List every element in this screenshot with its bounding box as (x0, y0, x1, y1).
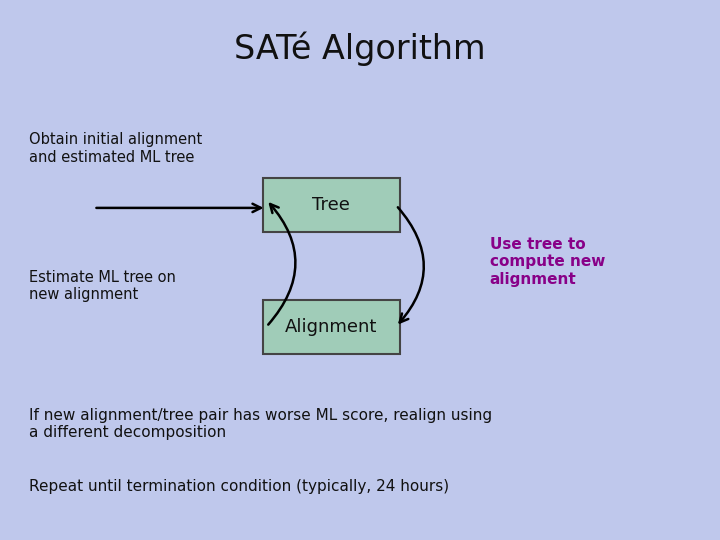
Text: Tree: Tree (312, 196, 350, 214)
FancyBboxPatch shape (263, 300, 400, 354)
Text: Alignment: Alignment (285, 318, 377, 336)
Text: Obtain initial alignment
and estimated ML tree: Obtain initial alignment and estimated M… (29, 132, 202, 165)
Text: SATé Algorithm: SATé Algorithm (234, 31, 486, 66)
Text: Estimate ML tree on
new alignment: Estimate ML tree on new alignment (29, 270, 176, 302)
Text: Use tree to
compute new
alignment: Use tree to compute new alignment (490, 237, 605, 287)
Text: Repeat until termination condition (typically, 24 hours): Repeat until termination condition (typi… (29, 478, 449, 494)
FancyBboxPatch shape (263, 178, 400, 232)
Text: If new alignment/tree pair has worse ML score, realign using
a different decompo: If new alignment/tree pair has worse ML … (29, 408, 492, 440)
